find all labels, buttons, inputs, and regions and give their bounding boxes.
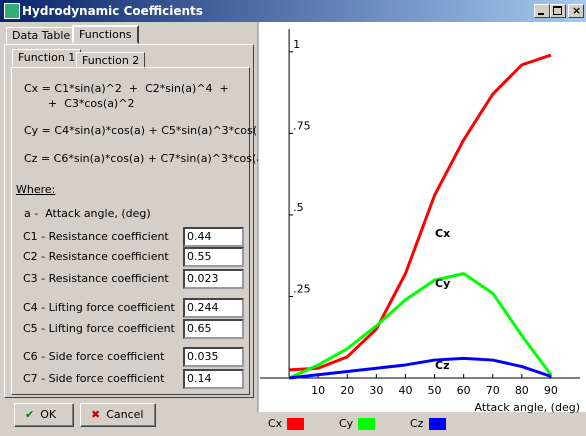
legend-label: Cy [339,417,354,430]
title-bar: Hydrodynamic Coefficients × [0,0,586,22]
y-tick-label: 1 [293,38,300,51]
x-tick-label: 20 [340,384,354,397]
legend-swatch [287,418,304,430]
button-label: Cancel [106,408,144,421]
coefficient-label: C7 - Side force coefficient [23,372,165,385]
curve-label: Cx [435,227,450,240]
angle-note: a - Attack angle, (deg) [24,207,151,220]
x-tick-label: 40 [398,384,412,397]
series-line [289,53,552,372]
app-icon [4,3,20,19]
y-tick-label: .5 [293,201,304,214]
coefficient-label: C6 - Side force coefficient [23,350,165,363]
formula: Cy = C4*sin(a)*cos(a) + C5*sin(a)^3*cos(… [24,124,269,137]
tab-panel [4,44,254,398]
coefficient-input[interactable]: 0.14 [183,369,244,389]
formula: Cx = C1*sin(a)^2 + C2*sin(a)^4 + [24,82,229,95]
legend-swatch [358,418,375,430]
chart: .25 .5 .75 1 10 20 30 40 50 60 70 80 90 Attack angle,… [257,22,586,430]
coefficient-label: C2 - Resistance coefficient [23,250,169,263]
coefficient-input[interactable]: 0.44 [183,227,244,247]
coefficient-label: C5 - Lifting force coefficient [23,322,175,335]
minimize-button[interactable] [534,4,550,18]
subtab-panel [11,67,250,395]
x-tick-label: 60 [457,384,471,397]
x-tick-label: 10 [311,384,325,397]
coefficient-input[interactable]: 0.035 [183,347,244,367]
coefficient-label: C4 - Lifting force coefficient [23,301,175,314]
coefficient-input[interactable]: 0.023 [183,269,244,289]
formula: + C3*cos(a)^2 [48,97,135,110]
y-tick-label: .25 [293,282,311,295]
coefficient-input[interactable]: 0.65 [183,319,244,339]
button-label: OK [40,408,57,421]
x-axis-label: Attack angle, (deg) [475,401,580,414]
ok-button[interactable]: ✔ OK [14,403,74,427]
maximize-button[interactable] [550,4,566,18]
coefficient-input[interactable]: 0.55 [183,247,244,267]
formula: Cz = C6*sin(a)*cos(a) + C7*sin(a)^3*cos(… [24,152,268,165]
curve-label: Cy [435,277,450,290]
x-tick-label: 90 [544,384,558,397]
close-button[interactable]: × [568,4,584,18]
legend-label: Cx [268,417,283,430]
window-title: Hydrodynamic Coefficients [22,4,203,18]
subtab[interactable]: Function 2 [76,52,146,69]
x-tick-label: 50 [428,384,442,397]
x-tick-label: 30 [369,384,383,397]
tab-active[interactable]: Functions [72,25,139,44]
coefficient-label: C1 - Resistance coefficient [23,230,169,243]
coefficient-input[interactable]: 0.244 [183,298,244,318]
where-label: Where: [16,183,56,196]
coefficient-label: C3 - Resistance coefficient [23,272,169,285]
y-tick-label: .75 [293,119,311,132]
legend-label: Cz [410,417,424,430]
series-line [288,272,553,380]
cancel-button[interactable]: ✖ Cancel [80,403,156,427]
tab[interactable]: Data Table [6,27,77,44]
legend-swatch [429,418,446,430]
x-tick-label: 70 [486,384,500,397]
curve-label: Cz [435,359,449,372]
subtab-active[interactable]: Function 1 [12,49,82,66]
x-tick-label: 80 [515,384,529,397]
series-line [288,356,552,380]
